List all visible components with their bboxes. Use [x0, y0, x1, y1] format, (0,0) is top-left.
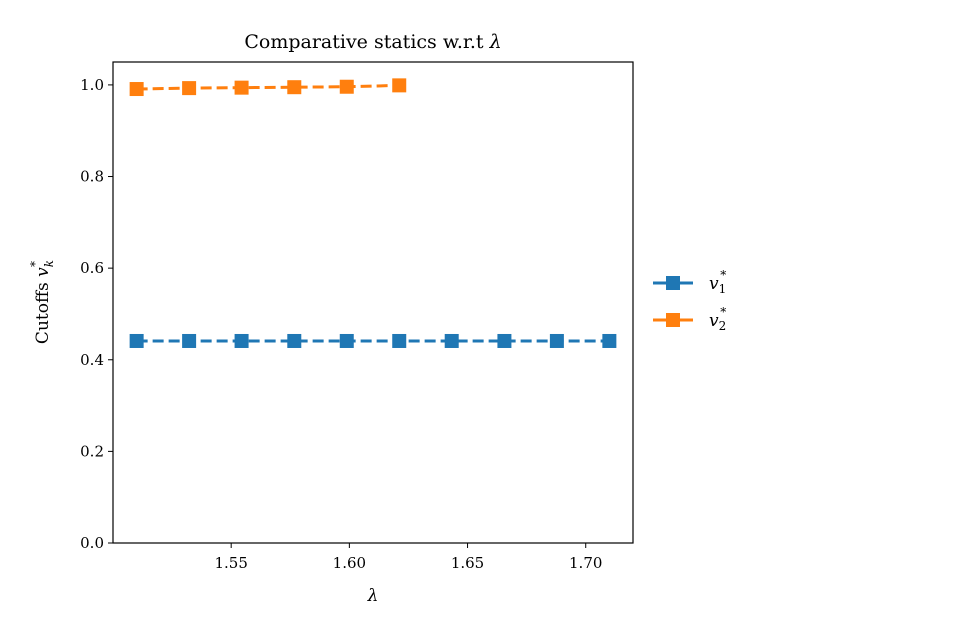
y-ticks: 0.0 0.2 0.4 0.6 0.8 1.0: [80, 76, 113, 552]
plot-area: [129, 78, 617, 348]
data-point: [549, 333, 564, 348]
x-axis-label: λ: [367, 586, 379, 606]
data-point: [339, 79, 354, 94]
series-line: [136, 83, 400, 91]
data-point: [392, 78, 407, 93]
y-tick-label: 0.8: [80, 168, 104, 186]
legend-marker: [666, 276, 680, 290]
y-tick-label: 0.0: [80, 534, 104, 552]
data-point: [602, 333, 617, 348]
x-tick-label: 1.55: [214, 554, 247, 572]
legend: v1*v2*: [653, 268, 726, 333]
data-point: [234, 333, 249, 348]
legend-marker: [666, 313, 680, 327]
y-tick-label: 0.2: [80, 442, 104, 460]
chart-title: Comparative statics w.r.t λ: [244, 31, 501, 53]
axes-frame: [112, 61, 634, 544]
series-1: [129, 333, 617, 348]
data-point: [182, 81, 197, 96]
y-tick-label: 0.4: [80, 351, 104, 369]
data-point: [444, 333, 459, 348]
data-point: [287, 80, 302, 95]
data-point: [182, 333, 197, 348]
data-point: [497, 333, 512, 348]
y-tick-label: 1.0: [80, 76, 104, 94]
data-point: [129, 82, 144, 97]
legend-entry-1: v1*: [653, 268, 726, 296]
y-tick-label: 0.6: [80, 259, 104, 277]
data-point: [287, 333, 302, 348]
legend-label: v1*: [709, 268, 726, 296]
y-axis-label: Cutoffs vk*: [28, 260, 56, 344]
x-tick-label: 1.60: [333, 554, 366, 572]
x-tick-label: 1.65: [451, 554, 484, 572]
series-2: [129, 78, 407, 97]
data-point: [234, 80, 249, 95]
data-point: [129, 333, 144, 348]
data-point: [392, 333, 407, 348]
x-ticks: 1.55 1.60 1.65 1.70: [214, 543, 602, 572]
x-tick-label: 1.70: [569, 554, 602, 572]
legend-label: v2*: [709, 305, 726, 333]
legend-entry-2: v2*: [653, 305, 726, 333]
data-point: [339, 333, 354, 348]
